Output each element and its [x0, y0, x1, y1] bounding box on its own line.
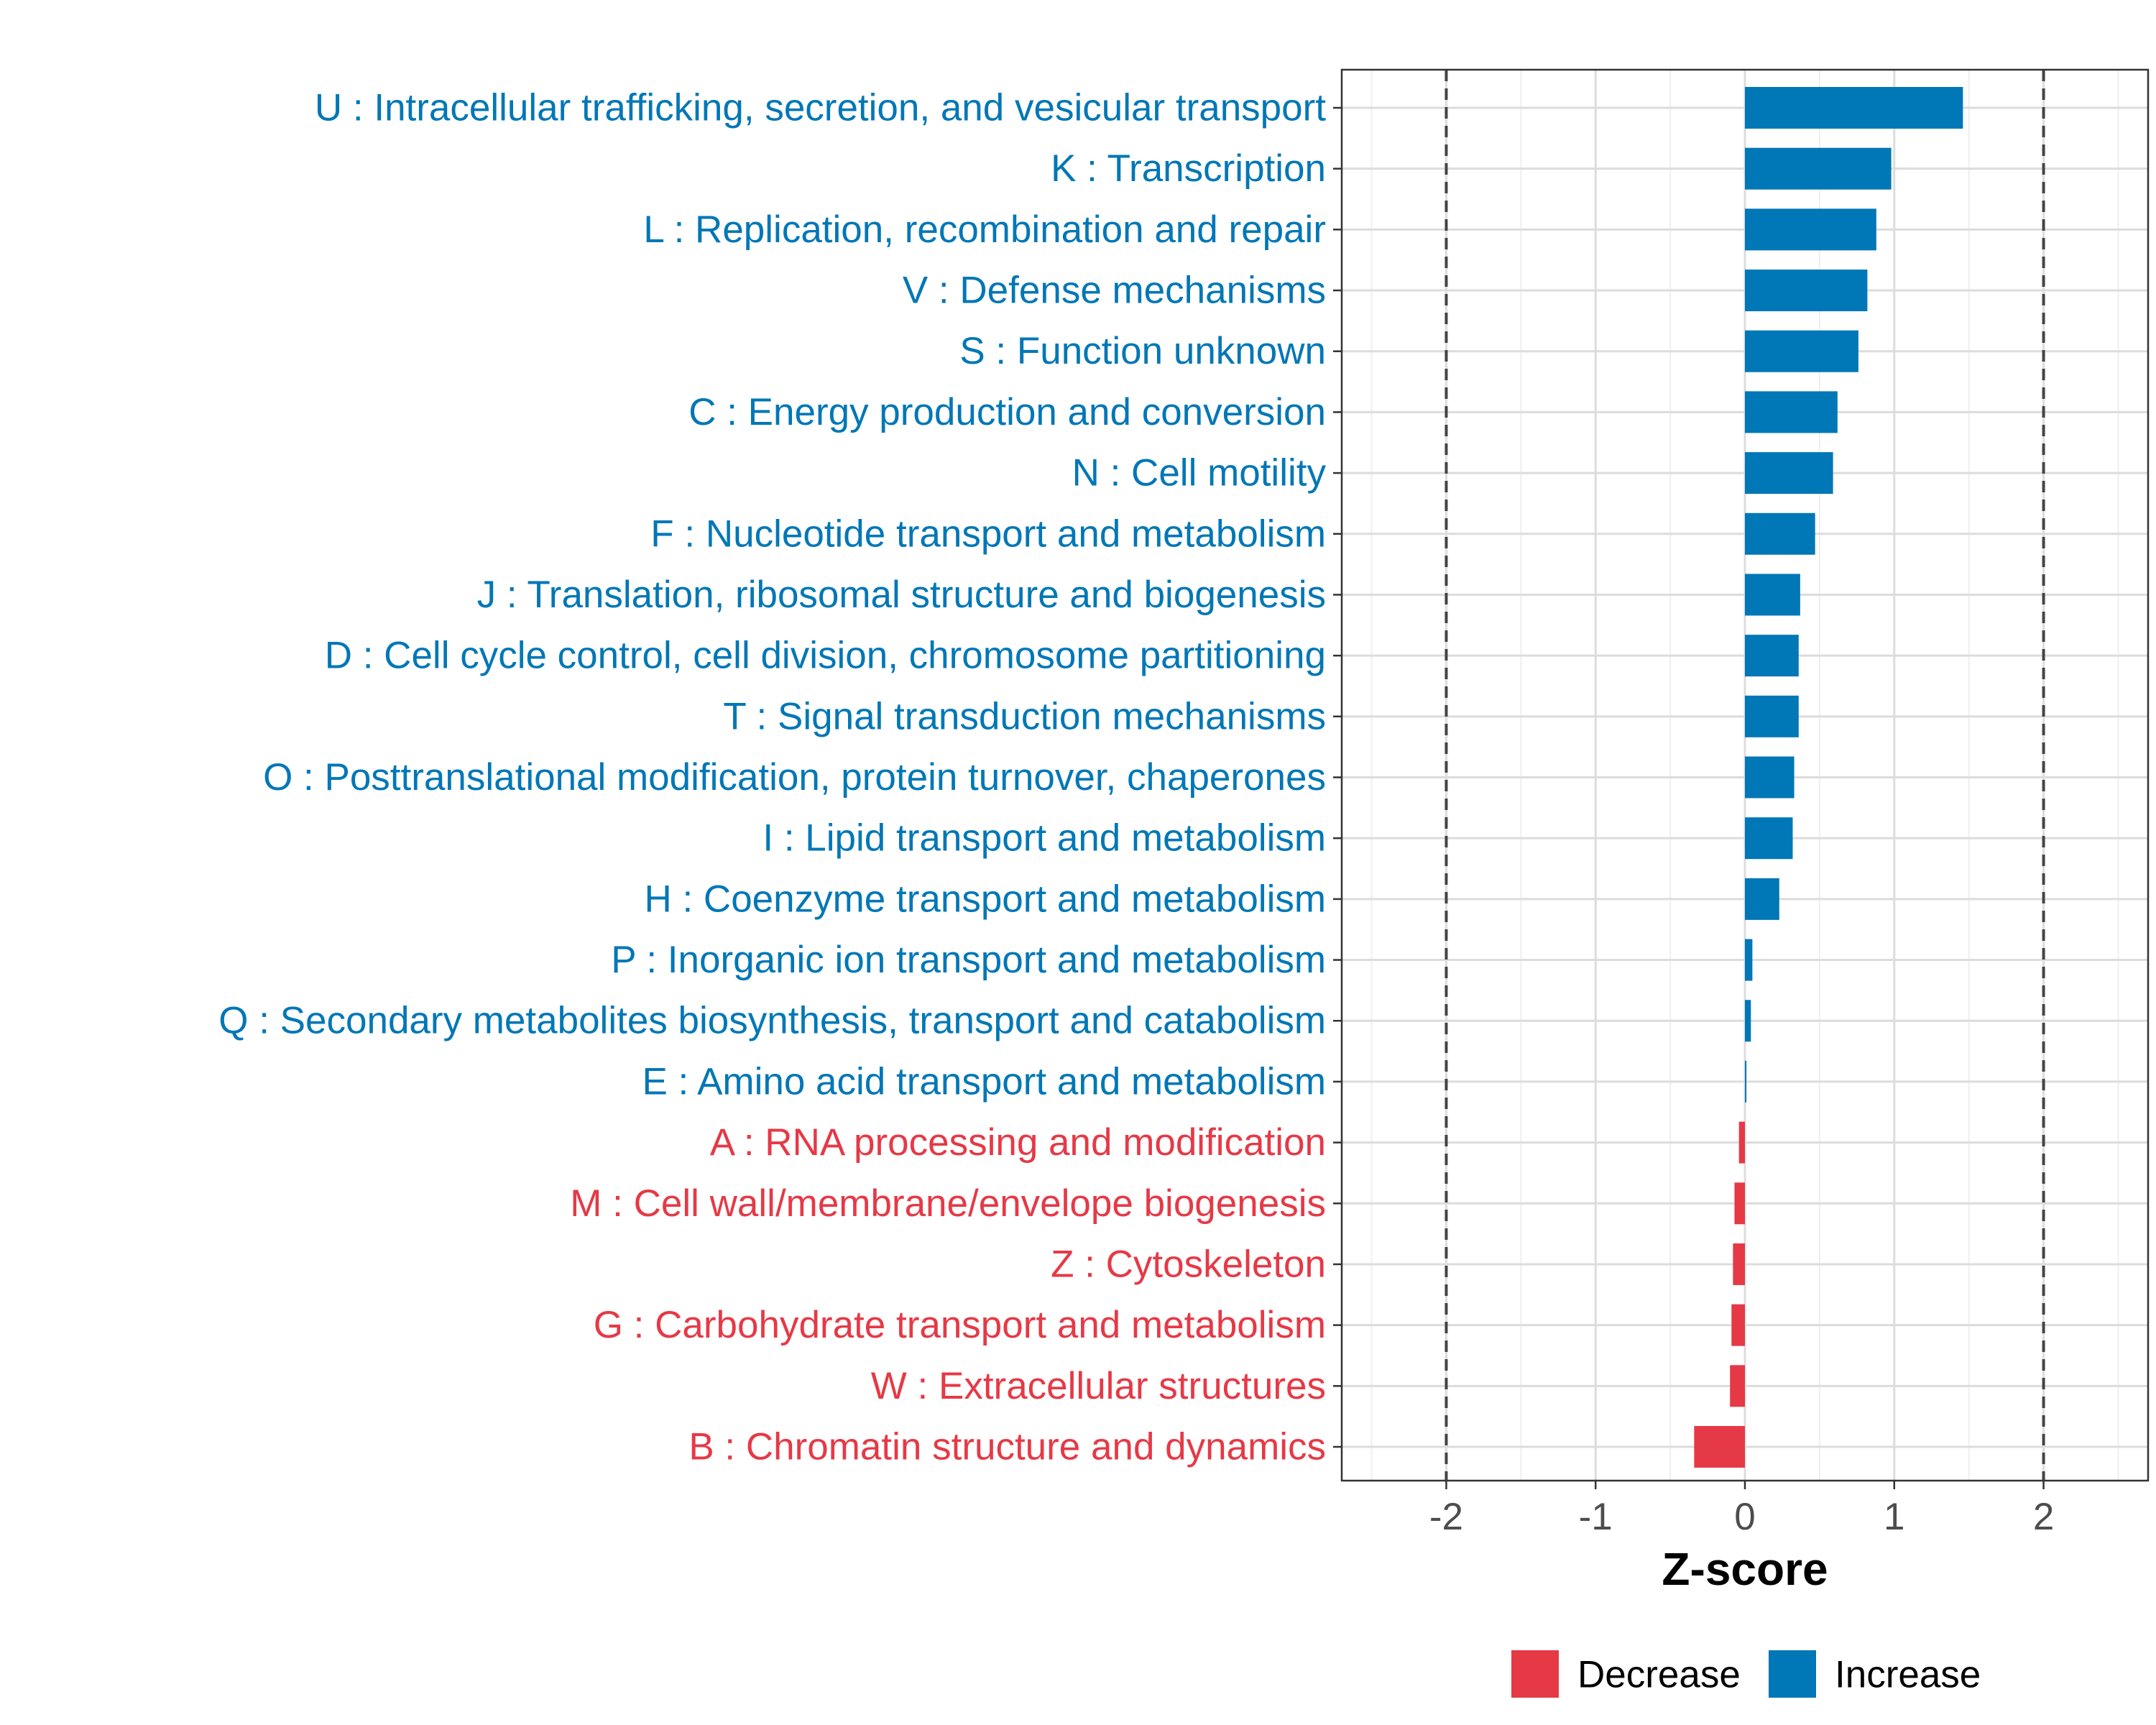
legend-swatch-decrease [1511, 1650, 1559, 1698]
bar [1745, 756, 1795, 799]
x-tick-label: 0 [1734, 1496, 1755, 1538]
category-label: W : Extracellular structures [871, 1365, 1326, 1407]
bar [1745, 87, 1963, 129]
x-tick-label: -2 [1429, 1496, 1463, 1538]
category-label: Z : Cytoskeleton [1051, 1243, 1326, 1285]
bars [1694, 87, 1963, 1468]
bar [1694, 1426, 1745, 1468]
bar [1731, 1304, 1745, 1346]
bar [1734, 1182, 1745, 1225]
legend: Decrease Increase [1511, 1650, 1981, 1698]
x-axis-title: Z-score [1662, 1543, 1828, 1595]
category-label: F : Nucleotide transport and metabolism [650, 512, 1326, 555]
category-label: V : Defense mechanisms [903, 270, 1326, 312]
category-label: S : Function unknown [959, 330, 1326, 372]
reference-lines [1445, 70, 2045, 1481]
bar [1745, 635, 1799, 677]
bar [1745, 574, 1800, 616]
bar [1745, 1000, 1751, 1042]
category-label: U : Intracellular trafficking, secretion… [315, 87, 1326, 129]
category-label: I : Lipid transport and metabolism [763, 817, 1326, 860]
category-label: C : Energy production and conversion [688, 391, 1326, 433]
bar [1745, 147, 1892, 190]
bar [1745, 817, 1793, 860]
bar [1730, 1365, 1745, 1407]
category-label: B : Chromatin structure and dynamics [688, 1426, 1326, 1468]
category-label: A : RNA processing and modification [710, 1121, 1326, 1164]
x-axis-ticks: -2 -1 0 1 2 [1429, 1481, 2054, 1538]
category-label: J : Translation, ribosomal structure and… [477, 574, 1326, 616]
bar [1745, 1060, 1747, 1103]
legend-swatch-increase [1769, 1650, 1816, 1698]
category-label: M : Cell wall/membrane/envelope biogenes… [570, 1182, 1326, 1225]
bar [1745, 391, 1838, 433]
bar [1745, 512, 1815, 555]
category-label: Q : Secondary metabolites biosynthesis, … [218, 1000, 1326, 1042]
category-labels: U : Intracellular trafficking, secretion… [218, 87, 1326, 1468]
bar [1745, 878, 1779, 920]
bar [1733, 1243, 1745, 1285]
category-label: K : Transcription [1051, 147, 1326, 190]
category-label: D : Cell cycle control, cell division, c… [325, 635, 1326, 677]
bar [1745, 939, 1753, 981]
bar [1745, 208, 1876, 251]
category-label: L : Replication, recombination and repai… [643, 208, 1326, 251]
category-label: O : Posttranslational modification, prot… [263, 756, 1326, 799]
bar [1745, 330, 1858, 372]
category-label: E : Amino acid transport and metabolism [642, 1060, 1326, 1103]
bar [1745, 452, 1833, 494]
bar [1745, 695, 1799, 737]
category-label: P : Inorganic ion transport and metaboli… [611, 939, 1326, 981]
bar [1738, 1121, 1745, 1164]
category-label: H : Coenzyme transport and metabolism [644, 878, 1326, 920]
legend-label-decrease: Decrease [1577, 1654, 1741, 1696]
x-tick-label: 2 [2033, 1496, 2054, 1538]
category-label: N : Cell motility [1072, 452, 1327, 494]
x-tick-label: -1 [1579, 1496, 1613, 1538]
category-label: T : Signal transduction mechanisms [723, 695, 1326, 737]
legend-label-increase: Increase [1835, 1654, 1981, 1696]
bar [1745, 270, 1868, 312]
y-axis-ticks [1333, 106, 1342, 1448]
x-tick-label: 1 [1884, 1496, 1904, 1538]
category-label: G : Carbohydrate transport and metabolis… [594, 1304, 1326, 1346]
